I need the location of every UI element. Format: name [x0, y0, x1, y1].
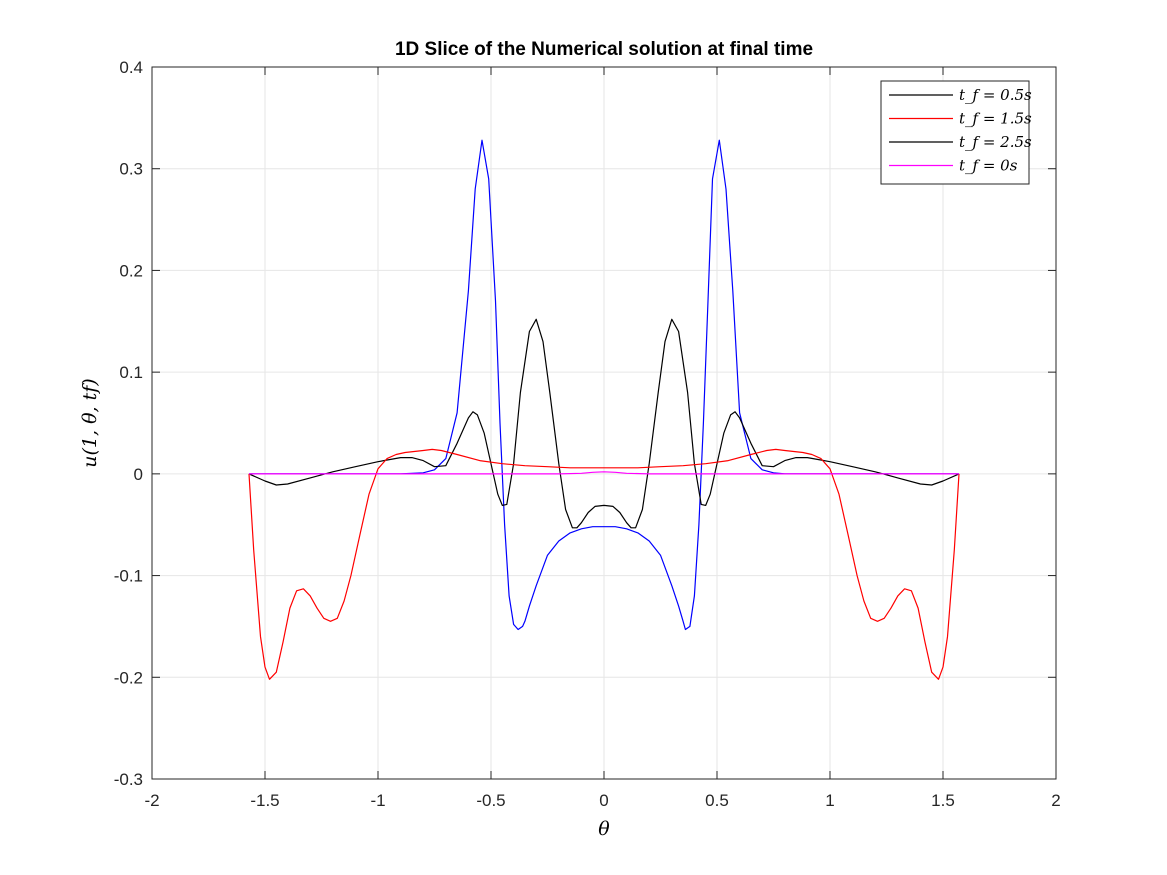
series-line-2 [248, 318, 960, 529]
series-layer [248, 139, 960, 680]
x-tick-label: -2 [144, 791, 159, 810]
y-axis-label: u(1, θ, tf) [79, 378, 101, 467]
x-tick-label: 2 [1051, 791, 1060, 810]
x-tick-label: -1.5 [250, 791, 279, 810]
y-tick-label: 0.2 [119, 261, 143, 280]
series-line-1 [249, 139, 959, 631]
y-tick-label: 0 [134, 465, 143, 484]
legend-label: t_f = 0.5s [959, 86, 1032, 104]
x-tick-label: 1.5 [931, 791, 955, 810]
y-tick-label: 0.3 [119, 160, 143, 179]
series-line-4 [249, 471, 959, 475]
y-tick-label: 0.1 [119, 363, 143, 382]
y-tick-label: -0.3 [114, 770, 143, 789]
legend-label: t_f = 1.5s [959, 110, 1032, 128]
y-tick-label: -0.1 [114, 567, 143, 586]
x-tick-label: 1 [825, 791, 834, 810]
x-tick-labels: -2 -1.5 -1 -0.5 0 0.5 1 1.5 2 [144, 791, 1060, 810]
x-tick-label: 0.5 [705, 791, 729, 810]
y-tick-labels: -0.3 -0.2 -0.1 0 0.1 0.2 0.3 0.4 [114, 58, 143, 789]
chart-title: 1D Slice of the Numerical solution at fi… [395, 39, 813, 60]
series-line-3 [248, 448, 960, 680]
x-axis-label: θ [598, 818, 610, 840]
legend-label: t_f = 0s [959, 157, 1018, 175]
legend: t_f = 0.5s t_f = 1.5s t_f = 2.5s t_f = 0s [880, 80, 1032, 185]
x-tick-label: 0 [599, 791, 608, 810]
y-tick-label: -0.2 [114, 668, 143, 687]
x-tick-label: -1 [370, 791, 385, 810]
legend-box [880, 80, 1030, 185]
x-tick-label: -0.5 [476, 791, 505, 810]
y-tick-label: 0.4 [119, 58, 143, 77]
legend-label: t_f = 2.5s [959, 133, 1032, 151]
tick-marks [151, 66, 1057, 780]
